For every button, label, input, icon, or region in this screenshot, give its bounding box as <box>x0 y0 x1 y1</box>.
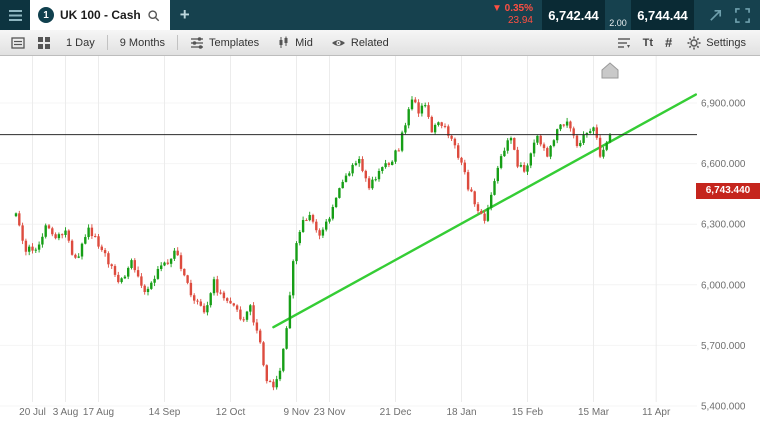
y-axis-label: 6,900.000 <box>701 99 746 110</box>
topbar-spacer <box>200 0 492 30</box>
change-percent: ▼ 0.35% <box>491 2 533 14</box>
related-button[interactable]: Related <box>323 32 397 54</box>
price-chart[interactable]: 6,900.000 6,600.000 6,300.000 6,000.000 5,70… <box>0 56 760 421</box>
price-change-block: ▼ 0.35% 23.94 <box>492 0 533 30</box>
price-type-button[interactable]: Mid <box>269 32 321 54</box>
grid-toggle-button[interactable]: # <box>660 32 677 54</box>
range-label: 9 Months <box>119 36 165 49</box>
text-size-glyph: Tt <box>642 36 654 49</box>
gear-icon <box>687 36 701 49</box>
y-axis-label: 6,000.000 <box>701 280 746 291</box>
x-axis-label: 18 Jan <box>446 407 476 418</box>
range-button[interactable]: 9 Months <box>112 32 173 54</box>
hamburger-icon <box>8 9 22 21</box>
latest-candle-marker <box>601 62 619 79</box>
fullscreen-icon[interactable] <box>735 7 750 23</box>
layout-grid-icon <box>38 36 50 49</box>
top-bar: 1 UK 100 - Cash + ▼ 0.35% 23.94 6,742.44… <box>0 0 760 30</box>
x-axis-label: 14 Sep <box>149 407 181 418</box>
window-controls <box>694 0 760 30</box>
x-axis-label: 17 Aug <box>83 407 114 418</box>
price-type-label: Mid <box>295 36 313 49</box>
buy-price-button[interactable]: 6,744.44 <box>631 0 694 30</box>
x-axis-label: 15 Mar <box>578 407 610 418</box>
settings-label: Settings <box>706 36 746 49</box>
change-amount: 23.94 <box>507 15 533 26</box>
indicator-list-button[interactable] <box>612 32 636 54</box>
popout-icon[interactable] <box>708 8 723 23</box>
timeframe-label: 1 Day <box>66 36 95 49</box>
templates-label: Templates <box>209 36 260 49</box>
y-axis-label: 5,400.000 <box>701 402 746 413</box>
candles-icon <box>279 36 288 48</box>
instrument-badge: 1 <box>38 7 54 23</box>
x-axis-label: 20 Jul <box>19 407 46 418</box>
instrument-tab[interactable]: 1 UK 100 - Cash <box>30 0 170 30</box>
indicator-list-icon <box>617 37 630 48</box>
x-axis-label: 21 Dec <box>380 407 412 418</box>
plus-icon: + <box>179 5 190 24</box>
x-axis-label: 12 Oct <box>216 407 246 418</box>
chart-toolbar: 1 Day 9 Months Templates Mid <box>0 30 760 56</box>
y-axis-label: 6,300.000 <box>701 220 746 231</box>
sell-price-button[interactable]: 6,742.44 <box>542 0 605 30</box>
text-size-button[interactable]: Tt <box>638 32 658 54</box>
x-axis-label: 3 Aug <box>53 407 79 418</box>
search-icon[interactable] <box>147 9 160 22</box>
related-label: Related <box>350 36 389 49</box>
toolbar-separator <box>106 35 108 50</box>
timeframe-button[interactable]: 1 Day <box>58 32 103 54</box>
hash-icon: # <box>665 35 673 50</box>
x-axis-label: 23 Nov <box>314 407 346 418</box>
menu-button[interactable] <box>0 0 30 30</box>
x-axis-label: 15 Feb <box>512 407 544 418</box>
toolbar-separator <box>177 35 178 50</box>
panel-icon <box>11 36 25 49</box>
settings-button[interactable]: Settings <box>679 32 754 54</box>
chart-area[interactable]: 6,900.000 6,600.000 6,300.000 6,000.000 5,70… <box>0 56 760 421</box>
panel-toggle-button[interactable] <box>6 32 30 54</box>
instrument-title: UK 100 - Cash <box>60 8 141 22</box>
eye-icon <box>331 39 345 46</box>
y-axis-label: 6,600.000 <box>701 159 746 170</box>
layout-grid-button[interactable] <box>32 32 56 54</box>
templates-button[interactable]: Templates <box>182 32 267 54</box>
sliders-icon <box>191 36 203 49</box>
x-axis-label: 11 Apr <box>642 407 671 418</box>
current-price-tag: 6,743.440 <box>696 182 760 199</box>
add-tab-button[interactable]: + <box>170 0 200 30</box>
y-axis-label: 5,700.000 <box>701 341 746 352</box>
spread-value: 2.00 <box>609 18 627 28</box>
spread-gap: 2.00 <box>605 0 631 30</box>
x-axis-label: 9 Nov <box>283 407 309 418</box>
